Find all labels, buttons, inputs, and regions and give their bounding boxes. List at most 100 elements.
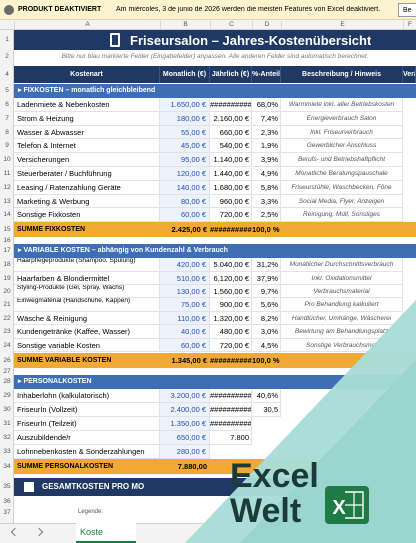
sheet-tab[interactable]: Koste — [76, 523, 136, 543]
column-letter: A — [14, 21, 160, 30]
monthly-input[interactable]: 650,00 € — [160, 431, 210, 445]
monthly-input[interactable]: 510,00 € — [160, 271, 210, 285]
row-number: 13 — [3, 197, 11, 205]
cost-name: Versicherungen — [14, 153, 160, 167]
monthly-input[interactable]: 110,00 € — [160, 311, 210, 326]
yearly: ########## — [210, 98, 252, 112]
row-number: 10 — [3, 156, 11, 164]
sum-bar — [14, 222, 416, 238]
row-number: 30 — [3, 406, 11, 413]
percent: 5,8% — [252, 180, 281, 195]
row-number: 21 — [3, 301, 11, 309]
section-bar: ▸ FIXKOSTEN – monatlich gleichbleibend — [14, 84, 416, 98]
description: Reinigung, Müll, Sonstiges — [281, 208, 403, 223]
column-letter: C — [210, 21, 252, 30]
monthly-input[interactable]: 130,00 € — [160, 285, 210, 299]
monthly-input[interactable]: 60,00 € — [160, 208, 210, 223]
description: Inkl. Friseurverbrauch — [281, 125, 403, 140]
total-label: GESAMTKOSTEN PRO MO — [42, 482, 145, 491]
row-number: 5 — [5, 87, 9, 94]
sum-monthly: 2.425,00 € — [171, 225, 207, 235]
description: Handtücher, Umhänge, Wäscherei — [281, 311, 403, 326]
yearly: ########## — [210, 403, 252, 417]
description: Social Media, Flyer, Anzeigen — [281, 194, 403, 209]
row-number: 22 — [3, 314, 11, 322]
monthly-input[interactable]: 40,00 € — [160, 325, 210, 339]
cost-name: Telefon & Internet — [14, 139, 160, 154]
row-number: 19 — [3, 274, 11, 282]
cost-name: Sonstige variable Kosten — [14, 338, 160, 352]
monthly-input[interactable]: 75,00 € — [160, 298, 210, 312]
monthly-input[interactable]: 120,00 € — [160, 167, 210, 181]
cost-name: Ladenmiete & Nebenkosten — [14, 98, 160, 112]
cost-name: Steuerberater / Buchführung — [14, 167, 160, 181]
row-number: 27 — [3, 368, 11, 375]
row-number: 8 — [5, 128, 9, 136]
percent: 40,6% — [252, 389, 281, 403]
total-checkbox — [24, 482, 34, 492]
percent: 7,4% — [252, 111, 281, 126]
monthly-input[interactable]: 80,00 € — [160, 194, 210, 209]
yearly: 900,00 € — [210, 298, 252, 312]
yearly: 720,00 € — [210, 338, 252, 352]
sum-yearly: ########## — [210, 225, 252, 235]
yearly: ########## — [210, 389, 252, 403]
sum-label: SUMME VARIABLE KOSTEN — [17, 357, 112, 364]
note: Bitte nur blau markierte Felder (Eingabe… — [61, 53, 369, 60]
yearly: 2.160,00 € — [210, 111, 252, 126]
section-bar: ▸ VARIABLE KOSTEN – abhängig von Kundenz… — [14, 244, 416, 259]
percent: 2,5% — [252, 208, 281, 223]
row-number: 37 — [3, 509, 11, 516]
percent: 31,2% — [252, 258, 281, 272]
row-number: 18 — [3, 261, 11, 269]
column-header-bar — [0, 20, 416, 30]
description: Friseurstühle, Waschbecken, Föne — [281, 180, 403, 195]
row-header-column — [0, 30, 14, 523]
monthly-input[interactable]: 1.350,00 € — [160, 417, 210, 431]
column-letter: E — [281, 21, 403, 30]
cost-name: Kundengetränke (Kaffee, Wasser) — [14, 325, 160, 339]
cost-name: Inhaberlohn (kalkulatorisch) — [14, 389, 160, 403]
cost-name: Haarpflegeprodukte (Shampoo, Spülung) — [14, 258, 160, 272]
description: Inkl. Oxidationsmittel — [281, 271, 403, 285]
description: Monatlicher Durchschnittsverbrauch — [281, 258, 403, 272]
monthly-input[interactable]: 180,00 € — [160, 111, 210, 126]
description: Berufs- und Betriebshaftpflicht — [281, 153, 403, 167]
monthly-input[interactable]: 95,00 € — [160, 153, 210, 167]
monthly-input[interactable]: 55,00 € — [160, 125, 210, 140]
notification-button[interactable]: Be — [398, 3, 416, 17]
notification-label: PRODUKT DEAKTIVIERT — [18, 6, 102, 13]
monthly-input[interactable]: 45,00 € — [160, 139, 210, 154]
cost-name: FriseurIn (Teilzeit) — [14, 417, 160, 431]
monthly-input[interactable]: 3.200,00 € — [160, 389, 210, 403]
row-number: 36 — [3, 498, 11, 505]
row-number: 35 — [3, 483, 11, 490]
cost-name: Leasing / Ratenzahlung Geräte — [14, 180, 160, 195]
row-number: 29 — [3, 392, 11, 399]
monthly-input[interactable]: 1.650,00 € — [160, 98, 210, 112]
percent: 3,9% — [252, 153, 281, 167]
monthly-input[interactable]: 140,00 € — [160, 180, 210, 195]
row-number: 11 — [3, 170, 11, 177]
cost-name: Haarfarben & Blondiermittel — [14, 271, 160, 285]
row-number: 32 — [3, 434, 11, 441]
yearly: 1.440,00 € — [210, 167, 252, 181]
column-letter: D — [252, 21, 281, 30]
monthly-input[interactable]: 420,00 € — [160, 258, 210, 272]
column-letter: F — [403, 21, 416, 30]
title: Friseursalon – Jahres-Kostenübersicht — [130, 33, 372, 48]
cost-name: Einwegmaterial (Handschuhe, Kappen) — [14, 298, 160, 312]
percent: 2,3% — [252, 125, 281, 140]
yearly: 5.040,00 € — [210, 258, 252, 272]
monthly-input[interactable]: 2.400,00 € — [160, 403, 210, 417]
monthly-input[interactable]: 280,00 € — [160, 445, 210, 459]
row-number: 26 — [3, 357, 11, 364]
description: Verbrauchsmaterial — [281, 285, 403, 299]
yearly: 1.680,00 € — [210, 180, 252, 195]
monthly-input[interactable]: 60,00 € — [160, 338, 210, 352]
yearly: 540,00 € — [210, 139, 252, 154]
row-number: 15 — [3, 226, 11, 234]
percent: 4,5% — [252, 338, 281, 352]
percent: 68,0% — [252, 98, 281, 112]
